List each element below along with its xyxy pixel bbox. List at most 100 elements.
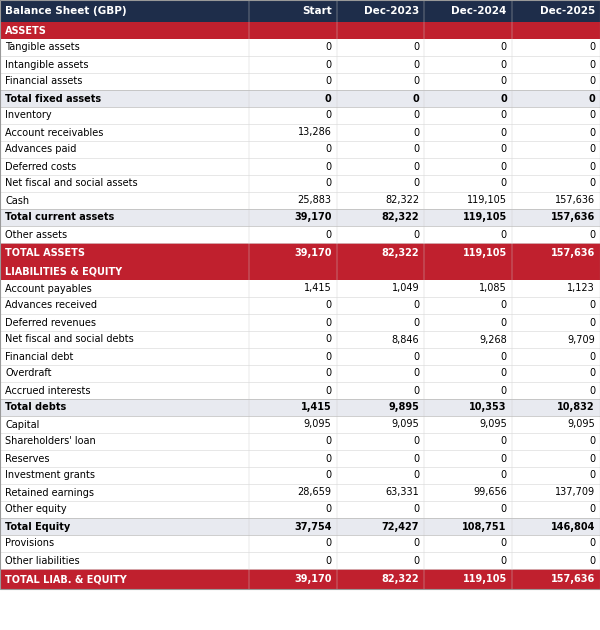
Text: Net fiscal and social assets: Net fiscal and social assets (5, 178, 137, 188)
Text: 0: 0 (325, 93, 332, 103)
Text: 0: 0 (589, 318, 595, 328)
Text: 0: 0 (325, 454, 332, 464)
Bar (0, 569, 600, 589)
Text: 119,105: 119,105 (463, 212, 507, 222)
Text: 0: 0 (589, 556, 595, 566)
Text: 0: 0 (500, 318, 507, 328)
Text: 82,322: 82,322 (382, 212, 419, 222)
Bar (0, 314, 600, 331)
Text: Cash: Cash (5, 195, 29, 205)
Text: Overdraft: Overdraft (5, 369, 52, 379)
Text: 0: 0 (413, 144, 419, 154)
Text: 0: 0 (413, 161, 419, 171)
Text: Shareholders' loan: Shareholders' loan (5, 437, 96, 447)
Bar (0, 280, 600, 297)
Text: LIABILITIES & EQUITY: LIABILITIES & EQUITY (5, 266, 122, 277)
Bar (0, 56, 600, 73)
Text: 157,636: 157,636 (551, 212, 595, 222)
Text: 146,804: 146,804 (551, 522, 595, 532)
Text: Other liabilities: Other liabilities (5, 556, 80, 566)
Bar (0, 450, 600, 467)
Bar (0, 484, 600, 501)
Bar (0, 141, 600, 158)
Text: 0: 0 (325, 59, 332, 69)
Text: 0: 0 (325, 539, 332, 549)
Text: 0: 0 (413, 127, 419, 137)
Bar (0, 467, 600, 484)
Text: 0: 0 (500, 110, 507, 120)
Text: Total current assets: Total current assets (5, 212, 114, 222)
Text: 0: 0 (413, 539, 419, 549)
Text: 157,636: 157,636 (551, 574, 595, 584)
Bar (0, 535, 600, 552)
Text: Dec-2024: Dec-2024 (451, 6, 507, 16)
Text: 39,170: 39,170 (294, 212, 332, 222)
Text: 157,636: 157,636 (551, 248, 595, 258)
Text: TOTAL LIAB. & EQUITY: TOTAL LIAB. & EQUITY (5, 574, 127, 584)
Bar (0, 501, 600, 518)
Text: 0: 0 (500, 556, 507, 566)
Text: 0: 0 (500, 144, 507, 154)
Text: Financial assets: Financial assets (5, 76, 82, 86)
Text: 1,123: 1,123 (567, 284, 595, 294)
Text: 0: 0 (413, 229, 419, 239)
Text: 0: 0 (413, 178, 419, 188)
Text: Account receivables: Account receivables (5, 127, 103, 137)
Text: Total Equity: Total Equity (5, 522, 70, 532)
Bar (0, 331, 600, 348)
Text: 0: 0 (500, 539, 507, 549)
Bar (0, 107, 600, 124)
Text: 0: 0 (589, 59, 595, 69)
Text: 0: 0 (589, 229, 595, 239)
Text: 0: 0 (413, 301, 419, 311)
Text: 0: 0 (325, 471, 332, 481)
Text: 0: 0 (413, 318, 419, 328)
Text: 0: 0 (413, 454, 419, 464)
Text: 0: 0 (325, 335, 332, 345)
Text: 0: 0 (589, 42, 595, 52)
Text: 0: 0 (500, 369, 507, 379)
Bar (0, 73, 600, 90)
Text: 0: 0 (413, 369, 419, 379)
Text: 0: 0 (325, 352, 332, 362)
Text: 9,095: 9,095 (479, 420, 507, 430)
Text: 0: 0 (325, 161, 332, 171)
Text: 0: 0 (325, 369, 332, 379)
Text: Inventory: Inventory (5, 110, 52, 120)
Text: Total debts: Total debts (5, 403, 66, 413)
Bar (0, 22, 600, 39)
Text: 0: 0 (413, 556, 419, 566)
Text: 119,105: 119,105 (463, 574, 507, 584)
Bar (0, 552, 600, 569)
Bar (0, 365, 600, 382)
Text: Other assets: Other assets (5, 229, 67, 239)
Text: 0: 0 (325, 110, 332, 120)
Text: 0: 0 (589, 539, 595, 549)
Text: 0: 0 (325, 301, 332, 311)
Text: 39,170: 39,170 (294, 574, 332, 584)
Text: 25,883: 25,883 (298, 195, 332, 205)
Text: Tangible assets: Tangible assets (5, 42, 80, 52)
Text: 0: 0 (413, 505, 419, 515)
Text: 0: 0 (325, 42, 332, 52)
Text: Financial debt: Financial debt (5, 352, 73, 362)
Text: Total fixed assets: Total fixed assets (5, 93, 101, 103)
Text: 119,105: 119,105 (463, 248, 507, 258)
Text: 28,659: 28,659 (298, 488, 332, 498)
Text: Deferred costs: Deferred costs (5, 161, 76, 171)
Bar (0, 175, 600, 192)
Text: 9,709: 9,709 (567, 335, 595, 345)
Bar (0, 263, 600, 280)
Text: 1,415: 1,415 (301, 403, 332, 413)
Bar (0, 124, 600, 141)
Text: Other equity: Other equity (5, 505, 67, 515)
Text: 0: 0 (325, 76, 332, 86)
Text: 0: 0 (325, 229, 332, 239)
Bar (0, 209, 600, 226)
Text: 0: 0 (413, 386, 419, 396)
Text: 9,095: 9,095 (567, 420, 595, 430)
Bar (0, 243, 600, 263)
Text: 0: 0 (589, 437, 595, 447)
Text: 0: 0 (500, 471, 507, 481)
Text: 0: 0 (413, 352, 419, 362)
